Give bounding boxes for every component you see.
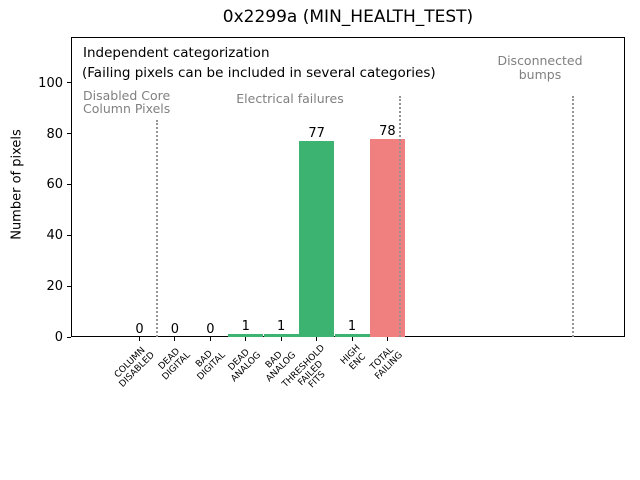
x-tick-label: BAD DIGITAL xyxy=(194,348,228,382)
x-tick-mark xyxy=(174,337,176,341)
y-tick-mark xyxy=(67,234,71,236)
y-tick-mark xyxy=(67,133,71,135)
y-tick-label: 80 xyxy=(46,126,63,142)
y-tick-label: 0 xyxy=(54,330,63,345)
bar xyxy=(334,334,370,337)
x-tick-mark xyxy=(280,337,282,341)
x-tick-mark xyxy=(245,337,247,341)
x-tick-label: TOTAL FAILING xyxy=(368,345,405,382)
x-tick-label: COLUMN DISABLED xyxy=(112,345,157,390)
bar-value-label: 1 xyxy=(347,319,357,335)
x-tick-mark xyxy=(139,337,140,341)
y-tick-label: 20 xyxy=(46,279,63,295)
bar-value-label: 1 xyxy=(277,319,286,335)
y-tick-label: 40 xyxy=(46,228,63,244)
bar xyxy=(263,334,299,337)
y-tick-mark xyxy=(67,336,71,338)
annotation-failing-pixels-note: (Failing pixels can be included in sever… xyxy=(82,65,436,81)
bar-value-label: 77 xyxy=(308,126,325,142)
bar-value-label: 78 xyxy=(379,123,396,139)
x-tick-mark xyxy=(351,337,353,341)
section-separator xyxy=(398,96,401,337)
section-separator xyxy=(572,96,574,337)
section-label-disabled-core-column-pixels: Disabled Core Column Pixels xyxy=(83,88,171,116)
plot-frame xyxy=(71,37,625,337)
y-tick-mark xyxy=(67,82,71,84)
section-label-disconnected-bumps: Disconnected bumps xyxy=(497,53,583,82)
y-tick-label: 100 xyxy=(38,75,63,91)
bar-value-label: 0 xyxy=(206,322,215,337)
x-tick-mark xyxy=(316,337,318,341)
bar xyxy=(299,141,335,337)
bar-value-label: 1 xyxy=(241,319,250,335)
section-separator xyxy=(156,120,158,337)
x-tick-label: HIGH ENC xyxy=(338,343,368,372)
y-tick-mark xyxy=(67,285,71,287)
bar-value-label: 0 xyxy=(135,322,144,337)
y-tick-label: 60 xyxy=(46,177,63,193)
x-tick-mark xyxy=(209,337,211,341)
section-label-electrical-failures: Electrical failures xyxy=(236,91,344,106)
chart-title: 0x2299a (MIN_HEALTH_TEST) xyxy=(222,7,474,27)
x-tick-mark xyxy=(386,337,388,341)
x-tick-label: DEAD DIGITAL xyxy=(156,346,193,382)
bar-value-label: 0 xyxy=(170,322,180,337)
y-tick-mark xyxy=(67,183,71,185)
annotation-independent-categorization: Independent categorization xyxy=(83,45,270,61)
x-tick-label: DEAD ANALOG xyxy=(226,347,263,384)
bar xyxy=(228,334,264,337)
